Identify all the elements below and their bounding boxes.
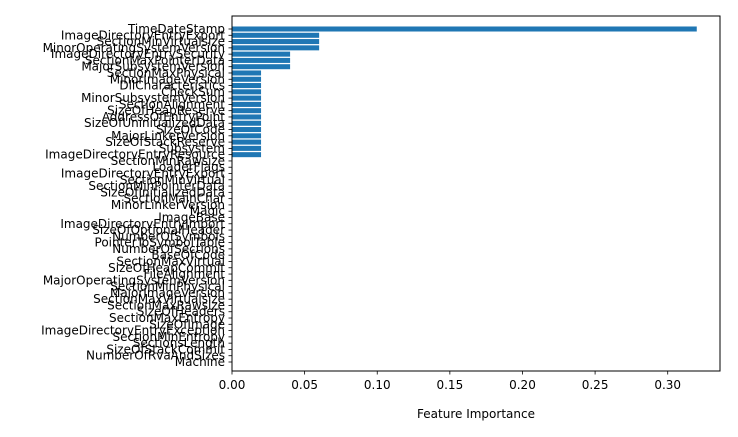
y-tick-label: SizeOfOptionalHeader xyxy=(92,223,225,237)
y-tick-label: SectionsLength xyxy=(133,336,225,350)
x-axis-label: Feature Importance xyxy=(417,407,535,421)
y-tick-label: AddressOfEntryPoint xyxy=(102,110,225,124)
y-tick-label: NumberOfSymbols xyxy=(112,229,225,243)
bar-20 xyxy=(232,152,262,158)
bar-9 xyxy=(232,83,262,89)
bar-14 xyxy=(232,114,262,120)
y-tick-label: ImageBase xyxy=(158,210,225,224)
bar-3 xyxy=(232,45,320,51)
bar-16 xyxy=(232,127,262,133)
y-tick-label: ImageDirectoryEntryExport xyxy=(61,28,225,42)
x-tick-label: 0.05 xyxy=(291,378,318,392)
x-tick-label: 0.15 xyxy=(436,378,463,392)
bars-layer xyxy=(232,26,697,158)
x-tick-label: 0.00 xyxy=(219,378,246,392)
y-tick-label: TimeDateStamp xyxy=(127,22,225,36)
y-tick-label: ImageDirectoryEntryException xyxy=(41,324,225,338)
y-tick-label: NumberOfRvaAndSizes xyxy=(86,349,225,363)
y-tick-label: BaseOfCode xyxy=(151,248,225,262)
y-tick-label: SectionMaxPointerData xyxy=(85,53,225,67)
y-tick-label: SizeOfStackCommit xyxy=(106,342,225,356)
y-tick-label: Subsystem xyxy=(159,141,225,155)
bar-15 xyxy=(232,120,262,126)
y-tick-label: ImageDirectoryEntryResource xyxy=(45,148,225,162)
bar-2 xyxy=(232,39,320,45)
y-tick-label: MinorSubsystemVersion xyxy=(81,91,225,105)
y-tick-label: SizeOfHeapReserve xyxy=(107,104,225,118)
x-tick-label: 0.30 xyxy=(654,378,681,392)
x-tick-label: 0.25 xyxy=(582,378,609,392)
y-tick-label: LoaderFlags xyxy=(152,160,225,174)
y-tick-label: SizeOfStackReserve xyxy=(105,135,225,149)
bar-8 xyxy=(232,76,262,82)
bar-4 xyxy=(232,51,291,57)
y-tick-label: MajorLinkerVersion xyxy=(111,129,225,143)
y-tick-label: MinorImageVersion xyxy=(110,72,225,86)
y-tick-label: PointerToSymbolTable xyxy=(95,236,225,250)
y-tick-label: SectionMainChar xyxy=(123,192,225,206)
y-tick-label: ImageDirectoryEntryExport xyxy=(61,167,225,181)
x-tick-label: 0.20 xyxy=(509,378,536,392)
y-tick-label: SizeOfHeaders xyxy=(137,305,225,319)
bar-5 xyxy=(232,57,291,63)
bar-18 xyxy=(232,139,262,145)
x-axis-ticks: 0.00 0.05 0.10 0.15 0.20 0.25 0.30 xyxy=(219,371,681,392)
y-tick-label: SectionMinPointerData xyxy=(88,179,225,193)
y-tick-label: SizeOfCode xyxy=(156,123,225,137)
bar-17 xyxy=(232,133,262,139)
y-tick-label: SectionMaxPhysical xyxy=(107,66,225,80)
y-tick-label: ImageDirectoryEntrySecurity xyxy=(51,47,225,61)
plot-frame xyxy=(231,15,721,372)
y-tick-label: MajorSubsystemVersion xyxy=(81,60,225,74)
y-tick-label: SectionMinPhysical xyxy=(110,280,225,294)
y-tick-label: SectionMaxRawsize xyxy=(107,298,225,312)
bar-1 xyxy=(232,32,320,38)
y-tick-label: CheckSum xyxy=(161,85,225,99)
y-tick-label: Machine xyxy=(175,355,225,369)
bar-19 xyxy=(232,145,262,151)
y-tick-label: SizeOfInitializedData xyxy=(100,185,225,199)
y-tick-label: SectionMinVirtual xyxy=(120,173,225,187)
bar-11 xyxy=(232,95,262,101)
x-tick-label: 0.10 xyxy=(364,378,391,392)
bar-13 xyxy=(232,108,262,114)
y-tick-label: SectionMinRawsize xyxy=(111,154,225,168)
y-tick-label: Magic xyxy=(190,204,225,218)
bar-10 xyxy=(232,89,262,95)
y-tick-label: SizeOfHeapCommit xyxy=(108,261,225,275)
y-tick-label: MajorImageVersion xyxy=(110,286,225,300)
y-tick-label: SectionMaxVirtual xyxy=(116,254,225,268)
y-tick-labels: TimeDateStampImageDirectoryEntryExportSe… xyxy=(41,22,225,369)
y-tick-label: MajorOperatingSystemVersion xyxy=(43,273,225,287)
bar-0 xyxy=(232,26,697,32)
y-tick-label: NumberOfSections xyxy=(112,242,225,256)
y-tick-label: SectionMinVirtualsize xyxy=(97,35,225,49)
y-tick-label: SectionMaxEntropy xyxy=(109,311,225,325)
y-tick-label: ImageDirectoryEntryImport xyxy=(60,217,225,231)
y-tick-label: SizeOfUninitializedData xyxy=(84,116,225,130)
y-tick-label: SizeOfImage xyxy=(149,317,225,331)
bar-6 xyxy=(232,64,291,70)
bar-12 xyxy=(232,101,262,107)
bar-7 xyxy=(232,70,262,76)
y-tick-label: SectionMaxVirtualsize xyxy=(93,292,225,306)
y-tick-label: SectionAlignment xyxy=(119,97,225,111)
y-tick-label: MinorLinkerVersion xyxy=(111,198,225,212)
y-tick-label: SectionMinEntropy xyxy=(113,330,226,344)
y-tick-label: DllCharacteristics xyxy=(119,79,225,93)
y-tick-label: FileAlignment xyxy=(143,267,225,281)
y-tick-label: MinorOperatingSystemVersion xyxy=(43,41,225,55)
y-tick-marks xyxy=(228,28,232,363)
